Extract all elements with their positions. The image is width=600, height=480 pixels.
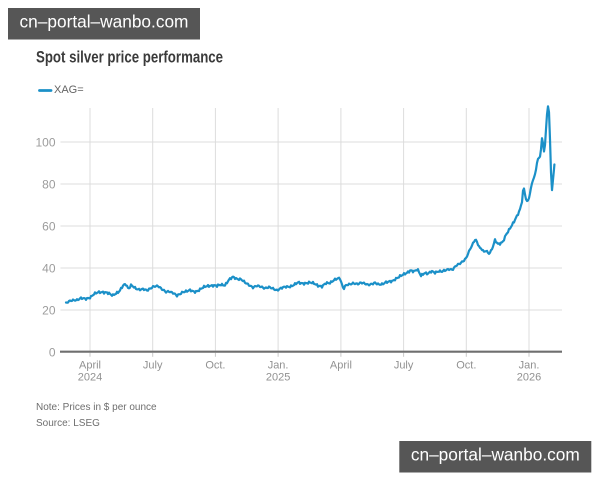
svg-text:cn–portal–wanbo.com: cn–portal–wanbo.com xyxy=(411,444,580,464)
svg-text:Oct.: Oct. xyxy=(205,360,225,372)
svg-text:Oct.: Oct. xyxy=(456,360,476,372)
svg-text:April: April xyxy=(330,360,352,372)
svg-text:July: July xyxy=(394,360,414,372)
svg-text:40: 40 xyxy=(42,261,56,275)
svg-text:Note: Prices in $ per ounce: Note: Prices in $ per ounce xyxy=(36,402,157,413)
svg-text:0: 0 xyxy=(49,345,56,359)
svg-text:cn–portal–wanbo.com: cn–portal–wanbo.com xyxy=(20,11,189,31)
svg-text:Source: LSEG: Source: LSEG xyxy=(36,418,100,429)
svg-text:April: April xyxy=(79,360,101,372)
svg-text:Spot silver price performance: Spot silver price performance xyxy=(36,48,223,67)
svg-text:60: 60 xyxy=(42,219,56,233)
svg-text:2024: 2024 xyxy=(78,372,102,384)
svg-text:July: July xyxy=(143,360,163,372)
svg-text:Jan.: Jan. xyxy=(519,360,540,372)
svg-text:XAG=: XAG= xyxy=(54,84,84,96)
svg-text:2026: 2026 xyxy=(517,372,541,384)
svg-text:20: 20 xyxy=(42,303,56,317)
svg-text:100: 100 xyxy=(35,135,55,149)
svg-text:Jan.: Jan. xyxy=(268,360,289,372)
svg-text:80: 80 xyxy=(42,177,56,191)
svg-text:2025: 2025 xyxy=(266,372,290,384)
